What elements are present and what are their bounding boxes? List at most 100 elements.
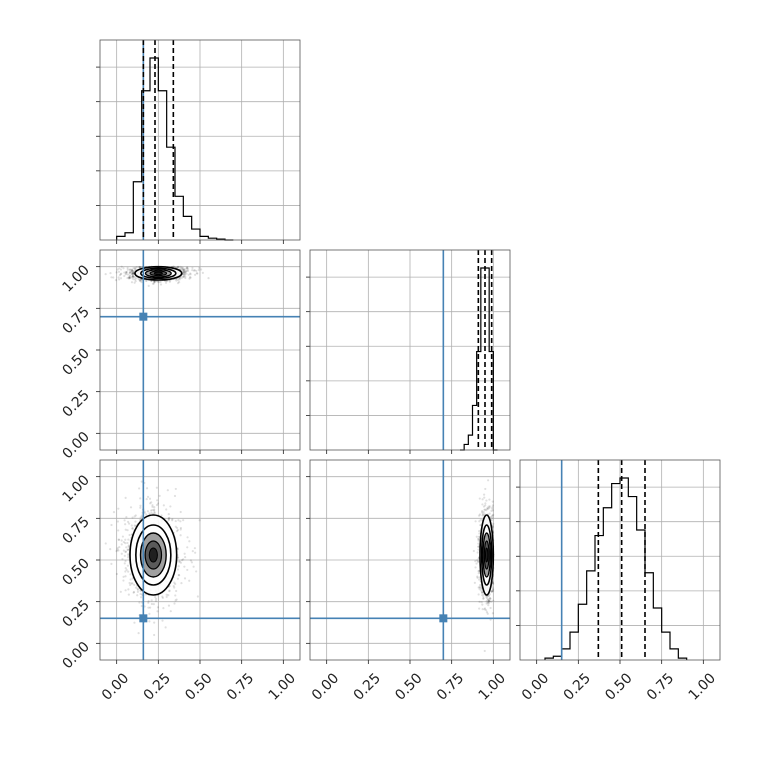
sample-point [491, 612, 494, 615]
sample-point [487, 604, 490, 607]
x-tick-label: 0.75 [644, 670, 677, 703]
sample-point [152, 603, 155, 606]
sample-point [480, 601, 483, 604]
sample-point [138, 487, 141, 490]
sample-point [133, 524, 136, 527]
sample-point [174, 519, 177, 523]
sample-point [131, 276, 134, 279]
sample-point [131, 269, 134, 272]
sample-point [126, 541, 129, 545]
sample-point [109, 548, 112, 551]
sample-point [485, 609, 488, 612]
sample-point [139, 596, 143, 599]
sample-point [477, 542, 480, 545]
sample-point [177, 519, 180, 522]
sample-point [127, 277, 131, 280]
sample-point [492, 513, 495, 516]
sample-point [488, 593, 491, 596]
y-tick-label: 0.25 [59, 597, 92, 630]
sample-point [186, 568, 189, 572]
sample-point [126, 564, 129, 567]
sample-point [156, 606, 160, 609]
sample-point [176, 548, 180, 551]
x-tick-label: 0.50 [392, 670, 425, 703]
sample-point [481, 603, 484, 606]
sample-point [189, 272, 192, 275]
sample-point [151, 504, 154, 507]
sample-point [487, 479, 490, 482]
sample-point [176, 281, 180, 285]
sample-point [154, 597, 158, 600]
sample-point [124, 273, 127, 276]
sample-point [477, 539, 480, 542]
sample-point [488, 506, 491, 509]
sample-point [150, 602, 153, 606]
sample-point [477, 557, 480, 560]
sample-point [128, 533, 131, 537]
sample-point [124, 528, 127, 531]
sample-point [128, 276, 131, 279]
sample-point [195, 570, 198, 573]
sample-point [133, 583, 136, 586]
truth-marker [439, 614, 448, 623]
sample-point [123, 519, 126, 522]
sample-point [491, 514, 494, 517]
sample-point [196, 272, 199, 275]
sample-point [132, 591, 135, 594]
x-tick-label: 0.75 [434, 670, 467, 703]
x-tick-label: 0.25 [561, 670, 594, 703]
sample-point [174, 599, 177, 602]
x-tick-label: 0.75 [224, 670, 257, 703]
sample-point [194, 273, 197, 276]
sample-point [185, 267, 188, 270]
sample-point [127, 554, 130, 557]
sample-point [165, 593, 168, 596]
sample-point [117, 549, 120, 552]
sample-point [488, 512, 491, 515]
sample-point [482, 505, 486, 508]
sample-point [168, 590, 171, 593]
sample-point [478, 600, 481, 603]
sample-point [175, 530, 179, 533]
joint-density [104, 480, 201, 637]
sample-point [484, 508, 487, 511]
sample-point [486, 598, 489, 602]
sample-point [487, 505, 490, 508]
sample-point [485, 602, 488, 605]
sample-point [118, 273, 121, 277]
sample-point [145, 279, 148, 283]
sample-point [182, 269, 185, 272]
sample-point [176, 528, 179, 532]
sample-point [153, 511, 156, 514]
sample-point [120, 552, 123, 555]
sample-point [198, 266, 201, 270]
sample-point [200, 268, 203, 271]
sample-point [123, 274, 126, 278]
sample-point [130, 268, 134, 271]
x-tick-label: 0.25 [351, 670, 384, 703]
sample-point [476, 575, 479, 578]
y-tick-label: 0.75 [59, 304, 92, 337]
sample-point [179, 510, 182, 514]
sample-point [128, 276, 132, 279]
sample-point [118, 545, 121, 549]
sample-point [150, 511, 153, 515]
sample-point [175, 589, 178, 593]
sample-point [484, 487, 487, 491]
sample-point [178, 560, 181, 563]
sample-point [134, 266, 137, 269]
sample-point [168, 280, 171, 283]
sample-point [149, 606, 152, 609]
sample-point [483, 608, 486, 611]
sample-point [119, 590, 122, 593]
sample-point [178, 276, 182, 279]
x-tick-label: 1.00 [476, 670, 509, 703]
sample-point [139, 506, 142, 509]
sample-point [124, 566, 127, 570]
sample-point [479, 586, 482, 589]
sample-point [478, 578, 481, 581]
sample-point [120, 265, 123, 268]
sample-point [104, 542, 107, 545]
sample-point [130, 524, 133, 527]
sample-point [481, 590, 484, 594]
